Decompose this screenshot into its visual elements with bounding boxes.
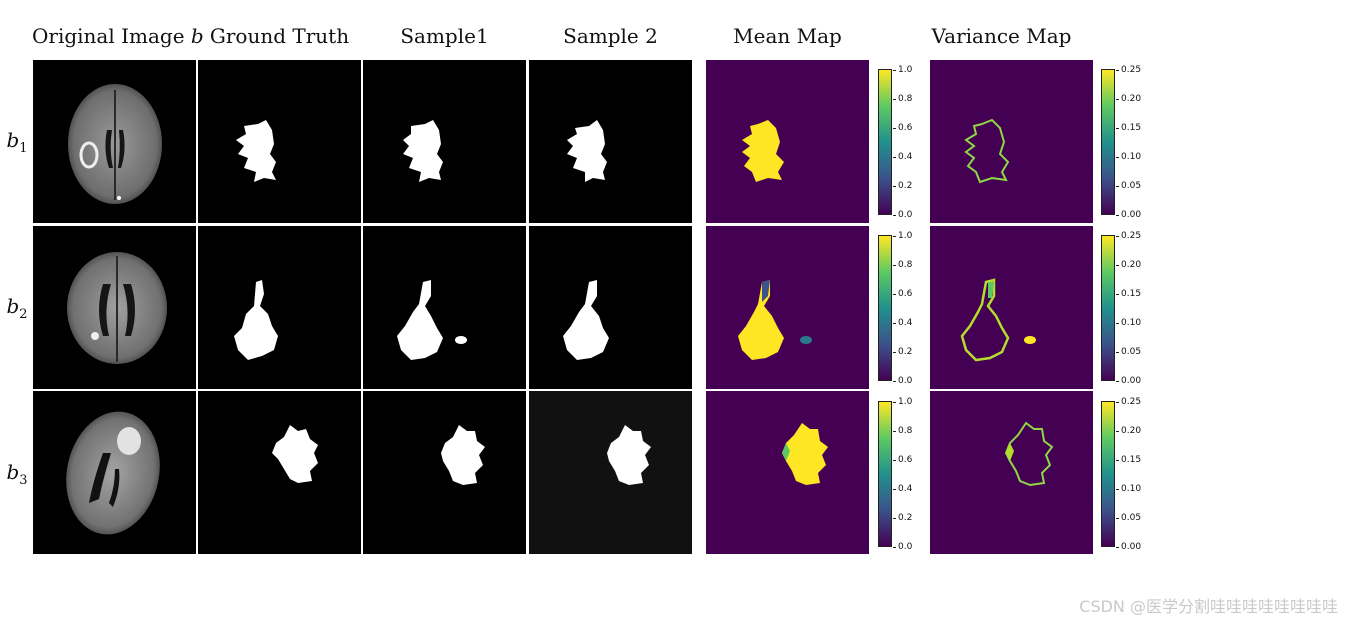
column-title-original-text: Original Image [32, 24, 191, 48]
variance-colorbar-b1 [1101, 69, 1115, 215]
variance-tick-b2-5: 0.00 [1115, 376, 1142, 386]
column-title-sample1: Sample1 [400, 24, 489, 48]
mean-tick-b2-1: 0.8 [892, 260, 913, 270]
variance-colorbar-b2 [1101, 235, 1115, 381]
row-label-b3: b3 [4, 460, 30, 488]
variance-map-b3 [930, 391, 1093, 554]
column-title-original-var: b [190, 24, 204, 48]
mean-tick-b3-0: 1.0 [892, 397, 913, 407]
mean-tick-b3-3: 0.4 [892, 484, 913, 494]
variance-tick-b1-4: 0.05 [1115, 181, 1142, 191]
mean-tick-b2-2: 0.6 [892, 289, 913, 299]
variance-tick-b3-4: 0.05 [1115, 513, 1142, 523]
column-title-sample2: Sample 2 [563, 24, 658, 48]
sample2-b1 [529, 60, 692, 223]
mean-tick-b1-4: 0.2 [892, 181, 913, 191]
sample1-b1 [363, 60, 526, 223]
ground-truth-b3 [198, 391, 361, 554]
row-label-b3-sub: 3 [19, 473, 28, 488]
variance-tick-b1-0: 0.25 [1115, 65, 1142, 75]
variance-tick-b3-2: 0.15 [1115, 455, 1142, 465]
variance-tick-b1-1: 0.20 [1115, 94, 1142, 104]
mean-tick-b3-4: 0.2 [892, 513, 913, 523]
mean-colorbar-b3 [878, 401, 892, 547]
variance-tick-b3-3: 0.10 [1115, 484, 1142, 494]
original-image-b3 [33, 391, 196, 554]
variance-tick-b1-3: 0.10 [1115, 152, 1142, 162]
variance-tick-b3-1: 0.20 [1115, 426, 1142, 436]
mean-tick-b1-3: 0.4 [892, 152, 913, 162]
row-label-b2: b2 [4, 294, 30, 322]
mean-map-b3 [706, 391, 869, 554]
mean-tick-b2-5: 0.0 [892, 376, 913, 386]
column-title-original: Original Image b [32, 22, 204, 50]
variance-tick-b2-4: 0.05 [1115, 347, 1142, 357]
mean-tick-b1-2: 0.6 [892, 123, 913, 133]
row-label-b1-base: b [6, 128, 20, 152]
ground-truth-b1 [198, 60, 361, 223]
column-title-variance-map: Variance Map [931, 24, 1072, 48]
mean-tick-b2-0: 1.0 [892, 231, 913, 241]
original-image-b2 [33, 226, 196, 389]
column-title-mean-map: Mean Map [733, 24, 842, 48]
variance-colorbar-b3 [1101, 401, 1115, 547]
mean-tick-b3-2: 0.6 [892, 455, 913, 465]
row-label-b1-sub: 1 [19, 141, 28, 156]
variance-tick-b2-1: 0.20 [1115, 260, 1142, 270]
row-label-b1: b1 [4, 128, 30, 156]
mean-colorbar-b1 [878, 69, 892, 215]
variance-tick-b3-5: 0.00 [1115, 542, 1142, 552]
sample2-b3 [529, 391, 692, 554]
variance-tick-b3-0: 0.25 [1115, 397, 1142, 407]
variance-map-b2 [930, 226, 1093, 389]
mean-tick-b2-3: 0.4 [892, 318, 913, 328]
mean-tick-b1-0: 1.0 [892, 65, 913, 75]
variance-tick-b1-2: 0.15 [1115, 123, 1142, 133]
ground-truth-b2 [198, 226, 361, 389]
variance-tick-b2-0: 0.25 [1115, 231, 1142, 241]
row-label-b2-sub: 2 [19, 307, 28, 322]
variance-tick-b2-2: 0.15 [1115, 289, 1142, 299]
mean-map-b2 [706, 226, 869, 389]
mean-tick-b3-1: 0.8 [892, 426, 913, 436]
mean-colorbar-b2 [878, 235, 892, 381]
mean-tick-b3-5: 0.0 [892, 542, 913, 552]
row-label-b3-base: b [6, 460, 20, 484]
sample1-b2 [363, 226, 526, 389]
mean-tick-b2-4: 0.2 [892, 347, 913, 357]
mean-tick-b1-5: 0.0 [892, 210, 913, 220]
sample1-b3 [363, 391, 526, 554]
variance-tick-b1-5: 0.00 [1115, 210, 1142, 220]
column-title-ground-truth: Ground Truth [209, 24, 350, 48]
variance-tick-b2-3: 0.10 [1115, 318, 1142, 328]
variance-map-b1 [930, 60, 1093, 223]
original-image-b1 [33, 60, 196, 223]
sample2-b2 [529, 226, 692, 389]
mean-map-b1 [706, 60, 869, 223]
watermark: CSDN @医学分割哇哇哇哇哇哇哇哇 [1079, 597, 1338, 616]
mean-tick-b1-1: 0.8 [892, 94, 913, 104]
row-label-b2-base: b [6, 294, 20, 318]
